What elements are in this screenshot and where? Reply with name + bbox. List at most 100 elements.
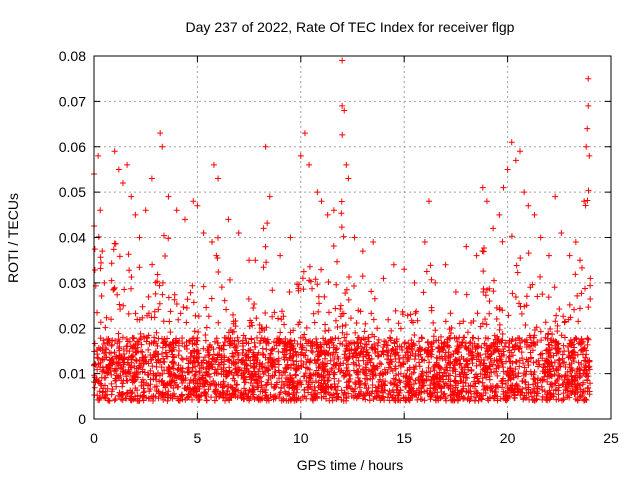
data-point (530, 334, 537, 341)
data-point (568, 376, 575, 383)
data-point (254, 379, 261, 386)
data-point (362, 380, 369, 387)
data-point (584, 335, 591, 342)
data-point (182, 375, 189, 382)
data-point (432, 279, 439, 286)
data-point (570, 348, 577, 355)
data-point (149, 363, 156, 370)
data-point (338, 210, 345, 217)
data-point (325, 279, 332, 286)
data-point (584, 341, 591, 348)
data-point (309, 349, 316, 356)
data-point (111, 349, 118, 356)
data-point (138, 379, 145, 386)
data-point (527, 284, 534, 291)
data-point (582, 364, 589, 371)
data-point (360, 366, 367, 373)
data-point (345, 361, 352, 368)
data-point (495, 348, 502, 355)
data-point (154, 271, 161, 278)
data-point (249, 322, 256, 329)
data-point (517, 389, 524, 396)
data-point (435, 363, 442, 370)
data-point (310, 395, 317, 402)
data-point (337, 302, 344, 309)
data-point (202, 392, 209, 399)
data-point (429, 374, 436, 381)
data-point (101, 279, 108, 286)
data-point (444, 362, 451, 369)
data-point (166, 365, 173, 372)
data-point (334, 324, 341, 331)
data-point (114, 291, 121, 298)
data-point (583, 143, 590, 150)
data-point (383, 347, 390, 354)
data-point (361, 382, 368, 389)
data-point (144, 312, 151, 319)
data-point (202, 372, 209, 379)
data-point (342, 390, 349, 397)
data-point (151, 334, 158, 341)
data-point (194, 380, 201, 387)
data-point (250, 305, 257, 312)
x-tick-labels: 0 5 10 15 20 25 (90, 430, 619, 446)
data-point (234, 381, 241, 388)
data-point (556, 361, 563, 368)
data-point (250, 351, 257, 358)
data-point (511, 346, 518, 353)
data-point (119, 368, 126, 375)
data-point (357, 308, 364, 315)
data-point (304, 365, 311, 372)
data-point (397, 325, 404, 332)
data-point (218, 354, 225, 361)
data-point (260, 264, 267, 271)
data-point (458, 342, 465, 349)
data-point (581, 367, 588, 374)
data-point (289, 353, 296, 360)
data-point (297, 334, 304, 341)
data-point (411, 356, 418, 363)
data-point (257, 397, 264, 404)
data-point (586, 357, 593, 364)
data-point (484, 385, 491, 392)
data-point (269, 373, 276, 380)
data-point (585, 358, 592, 365)
data-point (147, 356, 154, 363)
data-point (221, 383, 228, 390)
data-point (342, 322, 349, 329)
data-point (385, 364, 392, 371)
data-point (295, 285, 302, 292)
data-point (447, 353, 454, 360)
data-point (585, 187, 592, 194)
data-point (138, 341, 145, 348)
data-point (308, 347, 315, 354)
data-point (539, 355, 546, 362)
data-point (430, 319, 437, 326)
data-point (184, 369, 191, 376)
data-point (314, 281, 321, 288)
data-point (433, 337, 440, 344)
data-point (484, 395, 491, 402)
data-point (352, 381, 359, 388)
data-point (171, 390, 178, 397)
data-point (397, 379, 404, 386)
data-point (176, 397, 183, 404)
data-point (396, 390, 403, 397)
data-point (513, 359, 520, 366)
data-point (253, 315, 260, 322)
data-point (153, 329, 160, 336)
data-point (332, 386, 339, 393)
data-point (303, 324, 310, 331)
data-point (342, 290, 349, 297)
data-point (191, 372, 198, 379)
data-point (490, 277, 497, 284)
data-point (534, 293, 541, 300)
data-point (229, 390, 236, 397)
data-point (133, 357, 140, 364)
data-point (380, 344, 387, 351)
data-point (347, 315, 354, 322)
data-point (271, 385, 278, 392)
data-point (479, 320, 486, 327)
data-point (463, 291, 470, 298)
data-point (281, 351, 288, 358)
